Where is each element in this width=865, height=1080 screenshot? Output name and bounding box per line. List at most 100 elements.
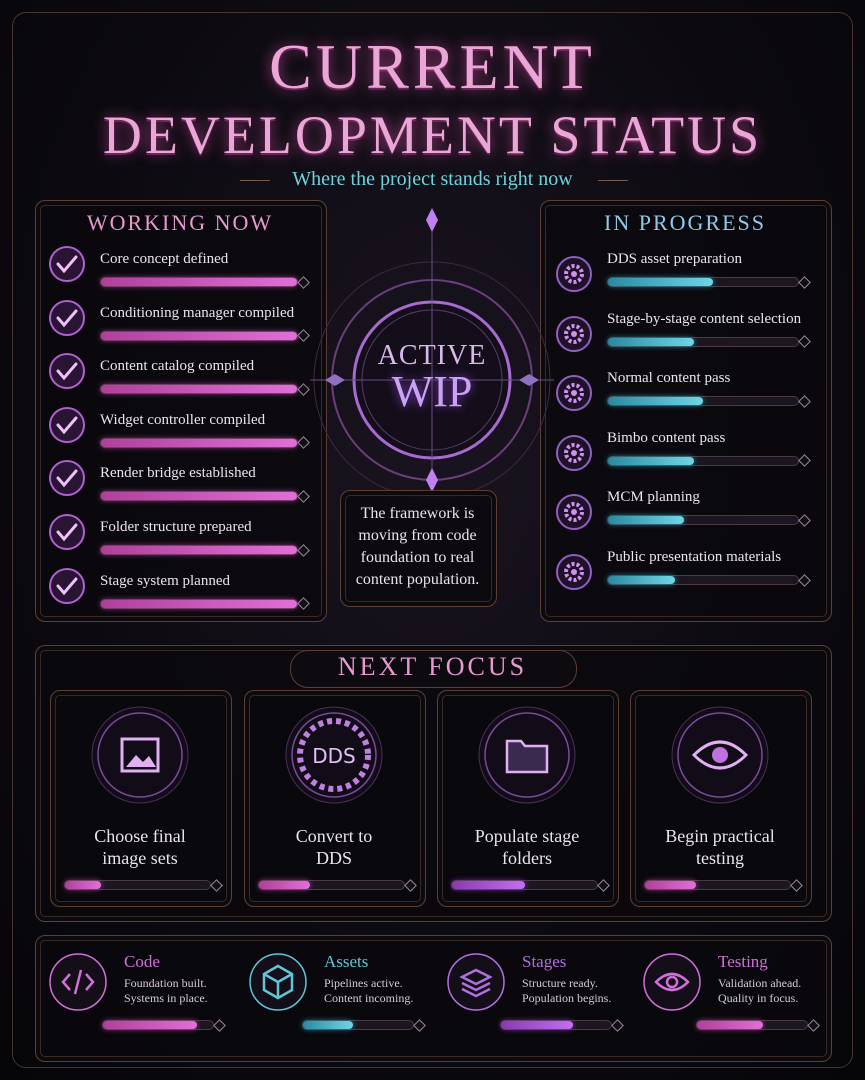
- progress-track: [102, 1020, 214, 1030]
- icon-part: [571, 390, 577, 397]
- focus-label: Convert to: [295, 826, 373, 846]
- icon-part: [49, 567, 85, 604]
- item-label: Folder structure prepared: [100, 519, 252, 535]
- progress-fill: [103, 1021, 197, 1029]
- icon-part: [571, 271, 577, 277]
- icon-part: [120, 737, 160, 773]
- icon-part: [56, 362, 78, 381]
- progress-fill: [101, 492, 297, 501]
- summary-line: Structure ready.: [522, 976, 598, 990]
- icon-part: [564, 502, 584, 523]
- item-label: Bimbo content pass: [607, 429, 726, 446]
- progress-track: [607, 575, 799, 585]
- progress-fill: [101, 546, 297, 554]
- icon-part: [49, 406, 85, 443]
- progress-fill: [452, 881, 525, 889]
- focus-label: image sets: [102, 848, 178, 868]
- progress-track: [607, 277, 799, 287]
- gear-icon: [556, 375, 592, 412]
- note-box: [340, 490, 497, 607]
- item-label: Conditioning manager compiled: [100, 304, 295, 321]
- progress-track: [258, 880, 405, 890]
- icon-part: [571, 330, 577, 337]
- summary-icon: [49, 953, 107, 1011]
- progress-fill: [101, 385, 297, 394]
- item-label: Render bridge established: [100, 465, 256, 482]
- icon-part: [49, 299, 85, 336]
- note-line: foundation to real: [360, 549, 475, 566]
- check-icon: [49, 246, 85, 282]
- gear-icon: [556, 434, 592, 471]
- progress-track: [451, 880, 598, 890]
- summary-line: Foundation built.: [124, 976, 207, 990]
- icon-part: [262, 964, 294, 1000]
- icon-part: [484, 712, 570, 798]
- progress-track: [100, 545, 298, 555]
- summary-icon: [643, 953, 701, 1011]
- icon-part: [56, 469, 78, 488]
- icon-part: [564, 323, 584, 344]
- progress-fill: [608, 337, 694, 346]
- progress-fill: [645, 881, 696, 889]
- item-label: Normal content pass: [607, 370, 731, 387]
- item-label: Public presentation materials: [607, 549, 782, 565]
- check-icon: [49, 567, 85, 604]
- progress-track: [500, 1020, 612, 1030]
- progress-fill: [303, 1021, 353, 1029]
- summary-panel: [35, 935, 832, 1062]
- summary-line: Systems in place.: [124, 991, 208, 1005]
- focus-label: folders: [502, 848, 552, 868]
- icon-part: [564, 442, 584, 463]
- focus-label: Populate stage: [474, 826, 580, 846]
- outer-frame: [12, 12, 853, 1068]
- progress-fill: [697, 1021, 763, 1029]
- summary-title: Code: [124, 952, 160, 971]
- summary-icon: [447, 953, 505, 1011]
- summary-line: Population begins.: [522, 991, 612, 1005]
- focus-label: Choose final: [94, 826, 186, 846]
- title-line-2: DEVELOPMENT STATUS: [102, 105, 763, 165]
- panel-title: IN PROGRESS: [604, 210, 766, 235]
- icon-part: [291, 712, 377, 798]
- progress-fill: [101, 278, 297, 286]
- progress-fill: [65, 881, 102, 889]
- gear-icon: [556, 554, 592, 590]
- icon-part: [571, 449, 577, 456]
- item-label: Stage-by-stage content selection: [607, 310, 802, 327]
- icon-part: [712, 747, 728, 763]
- icon-part: [56, 523, 78, 542]
- item-label: DDS asset preparation: [607, 251, 742, 267]
- progress-fill: [101, 331, 297, 340]
- panel-title: WORKING NOW: [86, 210, 274, 235]
- title-line-1: CURRENT: [269, 31, 596, 102]
- icon-part: [447, 953, 505, 1011]
- subtitle: Where the project stands right now: [292, 168, 573, 190]
- item-label: Stage system planned: [100, 572, 230, 589]
- badge-line-2: WIP: [391, 367, 473, 416]
- progress-track: [607, 515, 799, 526]
- check-icon: [49, 353, 85, 390]
- progress-fill: [608, 516, 684, 525]
- item-label: MCM planning: [607, 489, 700, 506]
- note-line: The framework is: [360, 505, 475, 522]
- icon-part: [654, 972, 690, 992]
- summary-title: Testing: [718, 952, 768, 971]
- icon-part: [691, 740, 749, 770]
- note: The framework is moving from code foundati…: [340, 503, 495, 591]
- ornament: [598, 180, 628, 181]
- progress-track: [644, 880, 791, 890]
- panel-title: NEXT FOCUS: [337, 652, 528, 681]
- icon-part: [564, 562, 584, 582]
- icon-part: [91, 706, 189, 804]
- progress-fill: [608, 456, 694, 465]
- progress-track: [607, 396, 799, 407]
- summary-title: Stages: [522, 952, 567, 971]
- icon-part: [49, 514, 85, 550]
- icon-part: [571, 569, 577, 575]
- icon-part: [564, 264, 584, 284]
- gear-icon: [556, 256, 592, 292]
- item-label: Widget controller compiled: [100, 411, 266, 428]
- progress-track: [100, 384, 298, 395]
- summary-line: Quality in focus.: [718, 991, 799, 1005]
